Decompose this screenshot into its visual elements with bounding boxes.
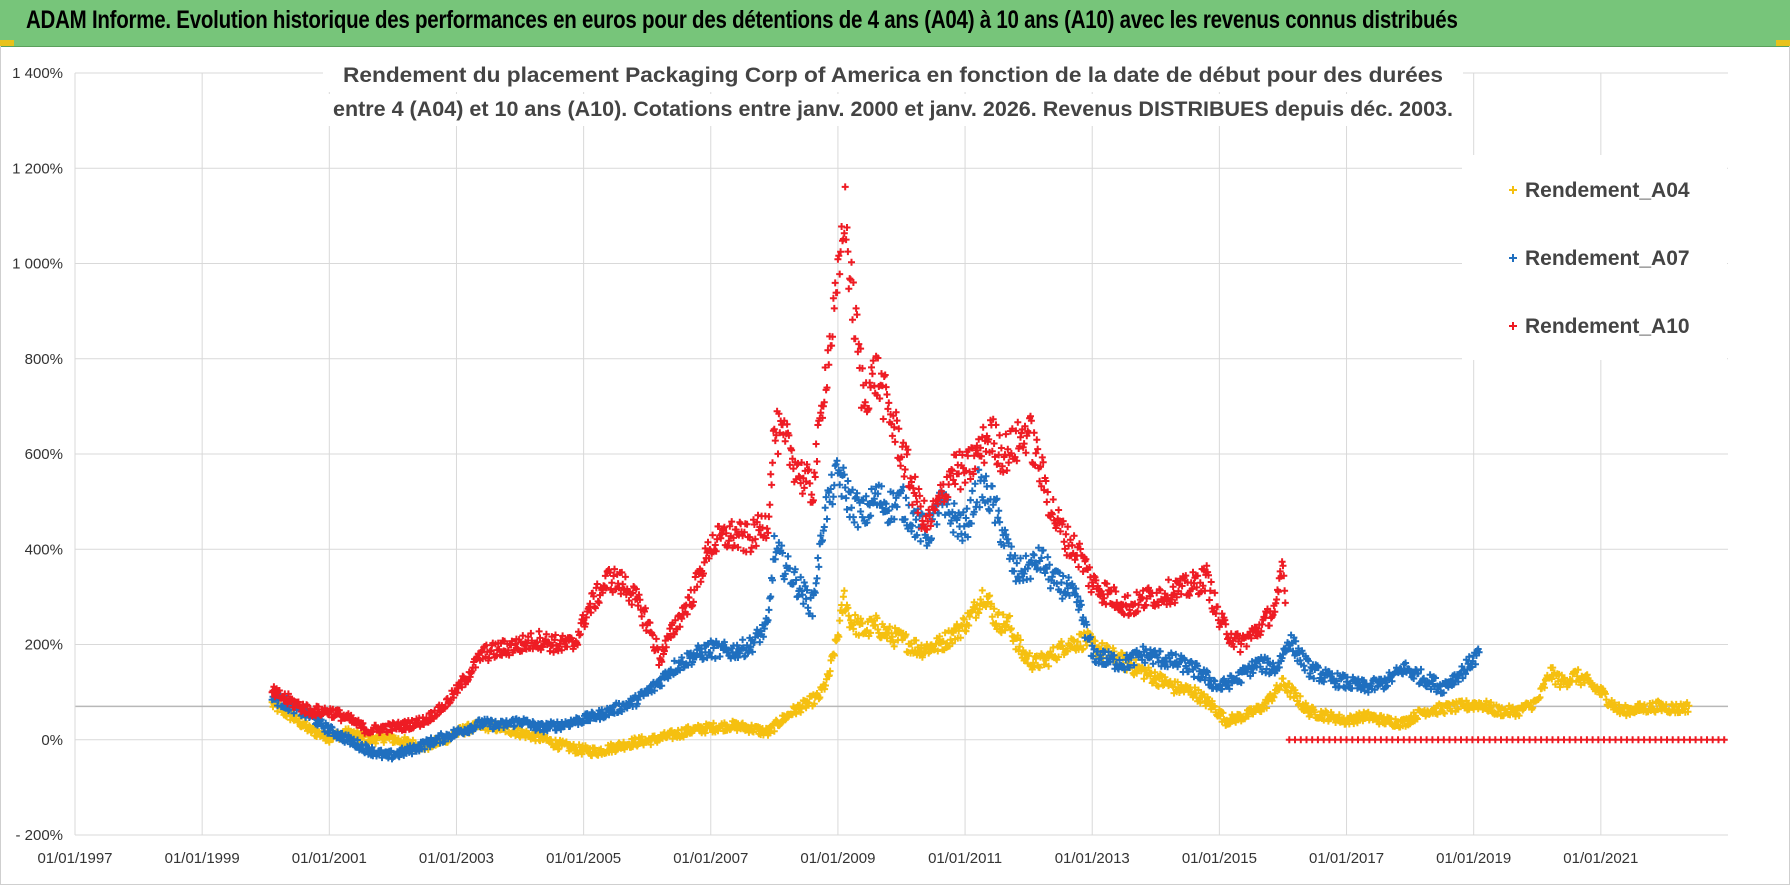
y-tick-label: 1 200% — [12, 160, 63, 177]
title-bg — [313, 94, 1473, 126]
title-bg — [323, 60, 1463, 92]
y-tick-label: 800% — [25, 351, 63, 368]
header-bar: ADAM Informe. Evolution historique des p… — [0, 0, 1790, 47]
x-tick-label: 01/01/2003 — [419, 850, 494, 867]
y-tick-label: - 200% — [15, 827, 63, 844]
legend-box — [1462, 155, 1727, 360]
x-tick-label: 01/01/1999 — [165, 850, 240, 867]
legend-label: Rendement_A07 — [1525, 247, 1690, 270]
x-tick-label: 01/01/1997 — [37, 850, 112, 867]
x-tick-label: 01/01/2009 — [800, 850, 875, 867]
chart-title-line: entre 4 (A04) et 10 ans (A10). Cotations… — [333, 98, 1453, 121]
page-title: ADAM Informe. Evolution historique des p… — [26, 6, 1458, 34]
header-corner-left — [0, 40, 14, 46]
series-markers — [268, 183, 1289, 737]
header-corner-right — [1776, 40, 1790, 46]
y-tick-label: 600% — [25, 446, 63, 463]
plot-points — [268, 183, 1728, 763]
x-tick-label: 01/01/2021 — [1563, 850, 1638, 867]
legend-marker — [1509, 254, 1517, 262]
legend-label: Rendement_A04 — [1525, 179, 1690, 202]
legend-marker — [1509, 186, 1517, 194]
y-tick-label: 0% — [41, 732, 63, 749]
y-tick-label: 1 000% — [12, 256, 63, 273]
legend-label: Rendement_A10 — [1525, 315, 1690, 338]
x-tick-label: 01/01/2019 — [1436, 850, 1511, 867]
series-markers — [268, 586, 1693, 760]
x-tick-label: 01/01/2001 — [292, 850, 367, 867]
series-Rendement_A10 — [268, 183, 1289, 737]
series-Rendement_A04 — [268, 586, 1693, 760]
axis-labels: - 200% 0% 200% 400% 600% 800% 1 000% 1 200% 1 40… — [12, 65, 1638, 867]
x-tick-label: 01/01/2011 — [928, 850, 1002, 867]
x-tick-label: 01/01/2007 — [673, 850, 748, 867]
y-tick-label: 1 400% — [12, 65, 63, 82]
y-tick-label: 400% — [25, 541, 63, 558]
x-tick-label: 01/01/2017 — [1309, 850, 1384, 867]
series-Rendement_A10_zero — [1285, 736, 1728, 744]
legend: Rendement_A04 Rendement_A07 Rendement_A10 — [1462, 155, 1727, 360]
chart-title-line: Rendement du placement Packaging Corp of… — [343, 64, 1443, 87]
x-tick-label: 01/01/2015 — [1182, 850, 1257, 867]
chart-title: Rendement du placement Packaging Corp of… — [313, 60, 1473, 126]
series-markers — [1285, 736, 1728, 744]
series-markers — [268, 457, 1483, 763]
x-tick-label: 01/01/2005 — [546, 850, 621, 867]
series-Rendement_A07 — [268, 457, 1483, 763]
legend-marker — [1509, 322, 1517, 330]
y-tick-label: 200% — [25, 637, 63, 654]
x-tick-label: 01/01/2013 — [1055, 850, 1130, 867]
